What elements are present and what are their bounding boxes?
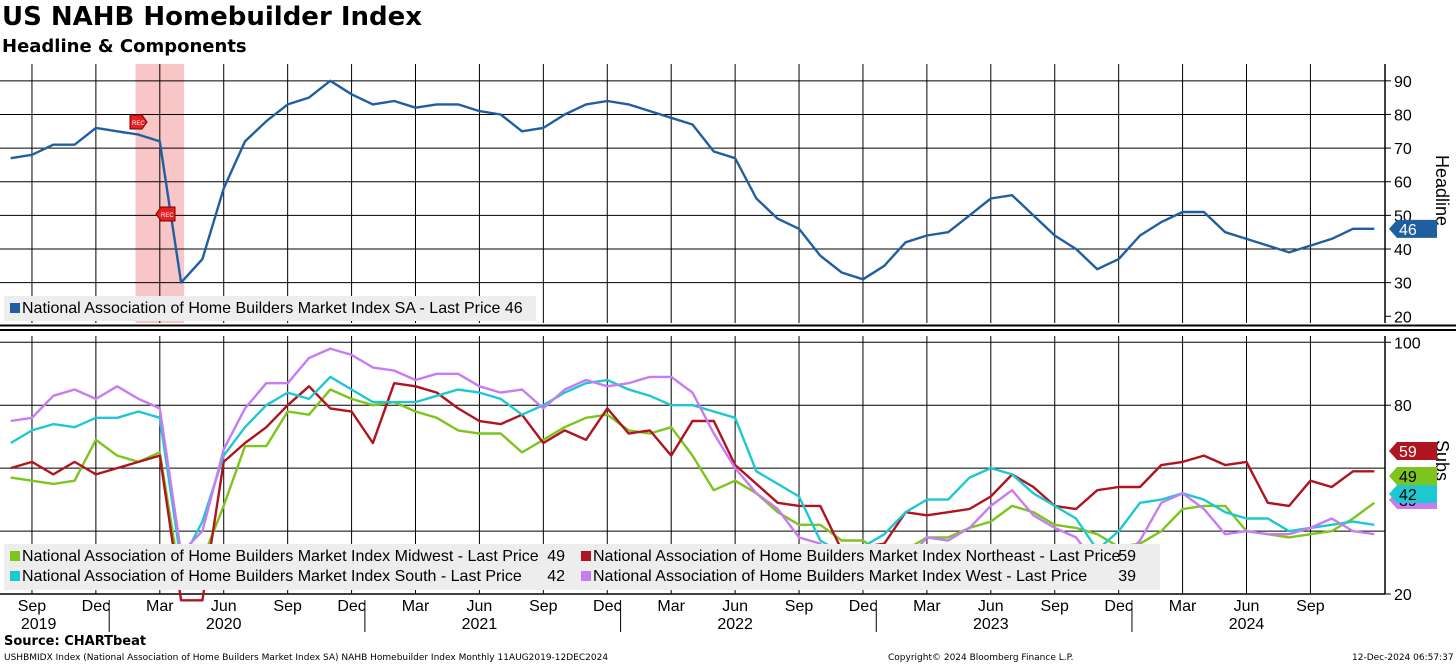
series-line-west xyxy=(10,347,1375,583)
x-tick-label-month: Mar xyxy=(913,598,941,615)
legend-label-south: National Association of Home Builders Ma… xyxy=(22,568,522,585)
recession-marker-end xyxy=(155,206,176,222)
legend-label-midwest: National Association of Home Builders Ma… xyxy=(22,548,539,565)
legend-swatch-west xyxy=(581,571,591,581)
y-tick-label-top: 20 xyxy=(1394,309,1412,326)
x-tick-label-month: Sep xyxy=(529,598,558,615)
x-tick-label-month: Dec xyxy=(337,598,365,615)
x-tick-label-month: Mar xyxy=(657,598,685,615)
x-tick-label-month: Jun xyxy=(1234,598,1260,615)
x-tick-label-month: Sep xyxy=(785,598,814,615)
last-price-tag-south-label: 42 xyxy=(1399,487,1417,504)
last-price-tag-northeast xyxy=(1389,442,1437,460)
series-line-midwest xyxy=(10,388,1376,586)
legend-label-headline: National Association of Home Builders Ma… xyxy=(22,300,523,317)
legend-top-box xyxy=(4,296,536,321)
x-tick-label-month: Dec xyxy=(593,598,621,615)
x-tick-label-month: Jun xyxy=(722,598,748,615)
last-price-tag-south xyxy=(1389,485,1437,503)
x-tick-label-month: Dec xyxy=(82,598,110,615)
x-year-label: 2022 xyxy=(717,616,753,633)
last-price-tag-midwest xyxy=(1389,467,1437,485)
x-tick-label-month: Sep xyxy=(18,598,47,615)
series-line-headline xyxy=(10,79,1375,284)
y-tick-label-bottom: 20 xyxy=(1394,587,1412,604)
legend-swatch-midwest xyxy=(10,551,20,561)
legend-last-west: 39 xyxy=(1118,568,1136,585)
legend-last-south: 42 xyxy=(547,568,565,585)
chart-title: US NAHB Homebuilder Index xyxy=(2,2,423,32)
x-tick-label-month: Mar xyxy=(402,598,430,615)
x-year-label: 2024 xyxy=(1229,616,1265,633)
legend-swatch-northeast xyxy=(581,551,591,561)
y-axis-title-top: Headline xyxy=(1432,155,1452,226)
y-tick-label-bottom: 80 xyxy=(1394,398,1412,415)
y-tick-label-top: 80 xyxy=(1394,107,1412,124)
x-year-label: 2019 xyxy=(21,616,57,633)
x-tick-label-month: Jun xyxy=(211,598,237,615)
legend-label-west: National Association of Home Builders Ma… xyxy=(593,568,1087,585)
series-line-south xyxy=(10,375,1375,564)
x-tick-label-month: Mar xyxy=(1169,598,1197,615)
series-line-northeast xyxy=(10,382,1375,602)
footer-timestamp: 12-Dec-2024 06:57:37 xyxy=(1352,653,1454,663)
y-tick-label-top: 70 xyxy=(1394,141,1412,158)
y-tick-label-top: 60 xyxy=(1394,175,1412,192)
x-tick-label-month: Sep xyxy=(1040,598,1069,615)
last-price-tag-headline xyxy=(1389,219,1437,238)
last-price-tag-northeast-label: 59 xyxy=(1399,444,1417,461)
legend-swatch-south xyxy=(10,571,20,581)
x-tick-label-month: Dec xyxy=(1104,598,1132,615)
footer-copyright: Copyright© 2024 Bloomberg Finance L.P. xyxy=(888,653,1074,663)
recession-marker-label: REC xyxy=(161,213,174,219)
legend-swatch-headline xyxy=(10,303,20,313)
legend-label-northeast: National Association of Home Builders Ma… xyxy=(593,548,1120,565)
x-tick-label-month: Mar xyxy=(146,598,174,615)
y-tick-label-top: 30 xyxy=(1394,276,1412,293)
last-price-tag-midwest-label: 49 xyxy=(1399,469,1417,486)
recession-marker-start xyxy=(129,114,148,130)
x-tick-label-month: Sep xyxy=(1296,598,1325,615)
x-tick-label-month: Jun xyxy=(467,598,493,615)
x-year-label: 2020 xyxy=(206,616,242,633)
footer-description: USHBMIDX Index (National Association of … xyxy=(4,653,609,663)
legend-last-northeast: 59 xyxy=(1118,548,1136,565)
y-tick-label-bottom: 100 xyxy=(1394,335,1421,352)
source-note: Source: CHARTbeat xyxy=(4,634,147,649)
x-tick-label-month: Sep xyxy=(273,598,302,615)
x-tick-label-month: Dec xyxy=(849,598,877,615)
chart-subtitle: Headline & Components xyxy=(2,36,247,57)
recession-marker-label: REC xyxy=(132,121,145,127)
y-tick-label-top: 40 xyxy=(1394,242,1412,259)
legend-last-midwest: 49 xyxy=(547,548,565,565)
y-tick-label-top: 90 xyxy=(1394,74,1412,91)
last-price-tag-headline-label: 46 xyxy=(1399,222,1417,239)
x-year-label: 2023 xyxy=(973,616,1009,633)
x-year-label: 2021 xyxy=(462,616,498,633)
x-tick-label-month: Jun xyxy=(978,598,1004,615)
